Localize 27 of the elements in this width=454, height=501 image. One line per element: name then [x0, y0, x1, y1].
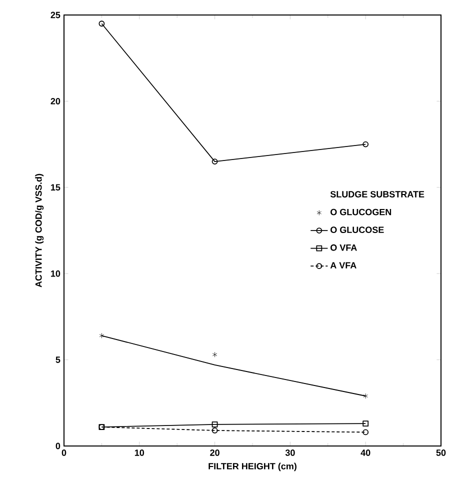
- y-tick-label: 10: [51, 270, 60, 277]
- x-tick-label: 0: [62, 450, 66, 456]
- y-tick-label: 5: [56, 356, 60, 363]
- point: [362, 429, 369, 436]
- point: [99, 332, 104, 338]
- legend-label: O GLUCOGEN: [330, 208, 392, 216]
- legend-label: O VFA: [330, 244, 357, 251]
- point: [212, 428, 218, 434]
- point: [212, 421, 218, 428]
- point: [212, 158, 218, 164]
- legend-label: O GLUCOSE: [330, 226, 384, 234]
- y-tick-label: 15: [51, 184, 60, 191]
- point: [362, 420, 369, 427]
- x-tick-label: 50: [436, 450, 446, 456]
- y-tick-label: 20: [50, 98, 60, 104]
- x-tick-label: 40: [360, 450, 370, 456]
- x-tick-label: 20: [210, 450, 220, 456]
- x-axis-title: FILTER HEIGHT (cm): [208, 462, 296, 472]
- point: [212, 352, 218, 358]
- y-tick-label: 0: [56, 442, 60, 450]
- y-tick-label: 25: [50, 12, 60, 18]
- legend-label: A VFA: [330, 262, 356, 268]
- x-tick-label: 10: [134, 450, 144, 456]
- legend-title: SLUDGE SUBSTRATE: [330, 191, 424, 198]
- y-axis-title: ACTIVITY (g COD/g VSS.d): [35, 174, 44, 288]
- x-tick-label: 30: [285, 450, 295, 456]
- point: [363, 393, 368, 399]
